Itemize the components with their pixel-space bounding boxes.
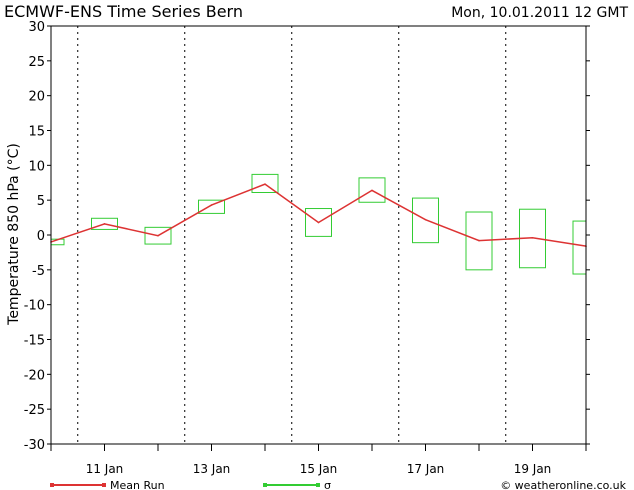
legend-sigma-marker-right bbox=[316, 483, 320, 487]
mean-run-point-2 bbox=[157, 234, 159, 237]
sigma-box-1 bbox=[91, 217, 118, 230]
y-tick-label--25: -25 bbox=[24, 403, 45, 418]
chart-title: ECMWF-ENS Time Series Bern bbox=[4, 2, 243, 21]
legend-mean-run: Mean Run bbox=[50, 479, 165, 490]
legend-sigma-marker-left bbox=[263, 483, 267, 487]
y-axis-label: Temperature 850 hPa (°C) bbox=[6, 143, 22, 326]
legend-sigma-label: σ bbox=[324, 479, 331, 490]
x-tick-label-1: 13 Jan bbox=[193, 462, 231, 476]
x-axis: 11 Jan 13 Jan 15 Jan 17 Jan 19 Jan bbox=[50, 444, 587, 476]
legend-mean-run-label: Mean Run bbox=[110, 479, 165, 490]
sigma-box-2 bbox=[144, 226, 172, 245]
y-tick-label-15: 15 bbox=[28, 125, 45, 140]
mean-run-point-1 bbox=[103, 223, 106, 225]
credit-text: © weatheronline.co.uk bbox=[500, 479, 626, 490]
y-tick-label-30: 30 bbox=[28, 20, 45, 35]
legend-sigma: σ bbox=[263, 479, 331, 490]
x-tick-label-3: 17 Jan bbox=[407, 462, 445, 476]
gridlines bbox=[77, 26, 507, 444]
y-tick-label-10: 10 bbox=[28, 159, 45, 174]
y-tick-label--20: -20 bbox=[24, 368, 45, 383]
sigma-box-4 bbox=[251, 173, 279, 194]
y-tick-label-25: 25 bbox=[28, 55, 45, 70]
mean-run-point-4 bbox=[264, 183, 266, 185]
mean-run-point-8 bbox=[478, 239, 480, 242]
mean-run-point-7 bbox=[424, 218, 427, 221]
mean-run-point-5 bbox=[317, 221, 320, 224]
legend-mean-run-marker-right bbox=[102, 483, 106, 487]
y-tick-label--5: -5 bbox=[32, 264, 45, 279]
sigma-box-8 bbox=[465, 211, 493, 271]
y-tick-label-0: 0 bbox=[37, 229, 45, 244]
mean-run-point-6 bbox=[371, 189, 373, 192]
legend-mean-run-marker-left bbox=[50, 483, 54, 487]
x-tick-label-0: 11 Jan bbox=[86, 462, 124, 476]
sigma-box-10 bbox=[572, 220, 587, 275]
sigma-box-7 bbox=[412, 197, 439, 244]
sigma-box-3 bbox=[198, 199, 225, 214]
y-tick-label-20: 20 bbox=[28, 90, 45, 105]
chart-timestamp: Mon, 10.01.2011 12 GMT bbox=[451, 5, 628, 21]
series-layer bbox=[50, 183, 587, 247]
sigma-box-5 bbox=[305, 208, 332, 237]
y-tick-label--10: -10 bbox=[24, 299, 45, 314]
x-tick-label-2: 15 Jan bbox=[300, 462, 338, 476]
sigma-box-6 bbox=[358, 177, 386, 203]
mean-run-point-3 bbox=[210, 204, 213, 206]
mean-run-point-9 bbox=[531, 236, 534, 239]
y-axis: 30 25 20 15 10 5 0 -5 -10 -15 -20 -25 -30 bbox=[24, 20, 590, 453]
y-tick-label--15: -15 bbox=[24, 334, 45, 349]
y-tick-label-5: 5 bbox=[37, 194, 45, 209]
legend: Mean Run σ bbox=[50, 479, 331, 490]
x-tick-label-4: 19 Jan bbox=[514, 462, 552, 476]
y-tick-label--30: -30 bbox=[24, 438, 45, 453]
